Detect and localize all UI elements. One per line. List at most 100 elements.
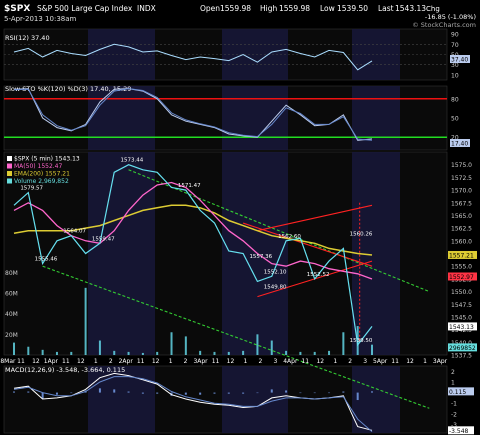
value-flag (448, 322, 477, 331)
x-tick-label: 1 (169, 358, 173, 365)
session-shade-0-sto (88, 86, 155, 150)
low-label: Low (320, 4, 335, 13)
x-tick-label: 11 (301, 358, 309, 365)
volume-bar (299, 351, 302, 355)
session-shade-1-price (222, 152, 288, 355)
macd-hist-bar (113, 389, 116, 393)
volume-bar (156, 351, 159, 355)
rsi-tick: 30 (451, 62, 459, 69)
macd-panel: MACD(12,26,9) -3.548, -3.664, 0.115 210-… (5, 366, 474, 435)
macd-hist-bar (313, 392, 316, 394)
macd-tick: 1 (451, 379, 455, 386)
macd-hist-bar (70, 392, 73, 394)
volume-bar (199, 350, 202, 355)
legend-entry: MA(50) 1552.47 (14, 163, 62, 170)
x-tick-label: 5Apr (373, 358, 388, 365)
macd-hist-bar (342, 391, 345, 393)
macd-hist-bar (299, 392, 302, 394)
change-value: -16.85 (-1.08%) (425, 13, 476, 21)
price-tick: 1537.5 (451, 353, 472, 360)
upper-channel-line (128, 169, 430, 293)
price-tick: 1550.0 (451, 289, 472, 296)
x-tick-label: 1 (94, 358, 98, 365)
macd-value-flags: 0.115 -3.548 (448, 387, 474, 435)
value-flag-text: 1557.21 (449, 252, 474, 259)
price-annotation: 1557.36 (249, 254, 272, 260)
x-tick-label: 11 (212, 358, 220, 365)
last-label: Last (378, 4, 394, 13)
volume-bar (27, 346, 30, 355)
open-value: 1559.98 (220, 4, 251, 13)
volume-bar (170, 332, 173, 355)
ma50-line (13, 181, 373, 280)
symbol-name: S&P 500 Large Cap Index (37, 4, 133, 13)
price-value-flags: 1557.21 1552.97 1543.13 2969852 (448, 250, 477, 352)
x-tick-label: 1 (333, 358, 337, 365)
legend-entry: EMA(200) 1557.21 (14, 171, 70, 178)
macd-tick-labels: 210-1-2-3 (451, 369, 457, 429)
x-tick-label: 1Apr (44, 358, 59, 365)
value-flag (448, 250, 477, 259)
rsi-last-value: 37.40 (451, 57, 468, 64)
value-flag-text: 1543.13 (449, 324, 474, 331)
x-tick-label: 2 (258, 358, 262, 365)
volume-bar (41, 349, 44, 355)
rsi-panel: RSI(12) 37.40 9070503010 37.40 (5, 32, 470, 79)
legend-swatch (7, 171, 12, 176)
price-tick: 1562.5 (451, 226, 472, 233)
volume-tick-labels: 80M 60M 40M 20M (5, 270, 18, 339)
volume-bar (328, 350, 331, 355)
x-tick-label: 1 (423, 358, 427, 365)
session-shade-0-price (88, 152, 155, 355)
price-tick: 1555.0 (451, 264, 472, 271)
macd-value-flag-text: 0.115 (449, 389, 466, 396)
macd-hist-bar (285, 390, 288, 393)
volume-bar (13, 342, 15, 355)
macd-hist-bar (227, 392, 230, 394)
volume-bar (371, 344, 373, 355)
falling-resistance-line (242, 222, 373, 267)
volume-bars (13, 287, 373, 355)
x-tick-label: 12 (316, 358, 324, 365)
sto-last-value: 17.40 (451, 141, 468, 148)
macd-tick: -3 (451, 422, 457, 429)
high-value: 1559.98 (279, 4, 310, 13)
price-annotation: 1562.60 (278, 234, 301, 240)
macd-hist-bar (199, 392, 202, 395)
x-tick-label: 12 (227, 358, 235, 365)
volume-bar (184, 336, 187, 355)
rsi-value-flag (450, 55, 470, 63)
price-tick: 1575.0 (451, 162, 472, 169)
volume-bar (70, 351, 73, 355)
slow-sto-panel: Slow STO %K(120) %D(3) 17.40, 15.29 80 50… (5, 85, 470, 148)
price-tick: 1570.0 (451, 188, 472, 195)
volume-tick: 20M (5, 332, 18, 339)
volume-bar (55, 351, 58, 355)
x-tick-label: 3 (273, 358, 277, 365)
x-tick-label: 3Apr (193, 358, 208, 365)
x-tick-label: 11 (62, 358, 70, 365)
legend-entry: $SPX (5 min) 1543.13 (14, 156, 80, 163)
rsi-line (13, 43, 373, 71)
macd-tick: -2 (451, 411, 457, 418)
price-annotation: 1571.47 (178, 183, 201, 189)
sto-d-line (13, 88, 373, 141)
value-flag-text: 1552.97 (449, 274, 474, 281)
sto-label: Slow STO %K(120) %D(3) 17.40, 15.29 (5, 85, 131, 93)
volume-tick: 40M (5, 311, 18, 318)
rsi-tick: 90 (451, 32, 459, 39)
macd-hist-bar (127, 391, 130, 393)
x-tick-label: 2 (184, 358, 188, 365)
rsi-label: RSI(12) 37.40 (5, 34, 50, 42)
macd-label: MACD(12,26,9) -3.548, -3.664, 0.115 (5, 366, 125, 374)
macd-tick: -1 (451, 401, 457, 408)
volume-bar (213, 351, 216, 355)
volume-bar (98, 340, 101, 355)
x-tick-label: 2Apr (119, 358, 134, 365)
volume-bar (141, 352, 144, 355)
x-tick-label: 4Apr (283, 358, 298, 365)
price-annotation: 1539.50 (350, 338, 373, 344)
macd-signal-line (13, 376, 373, 432)
